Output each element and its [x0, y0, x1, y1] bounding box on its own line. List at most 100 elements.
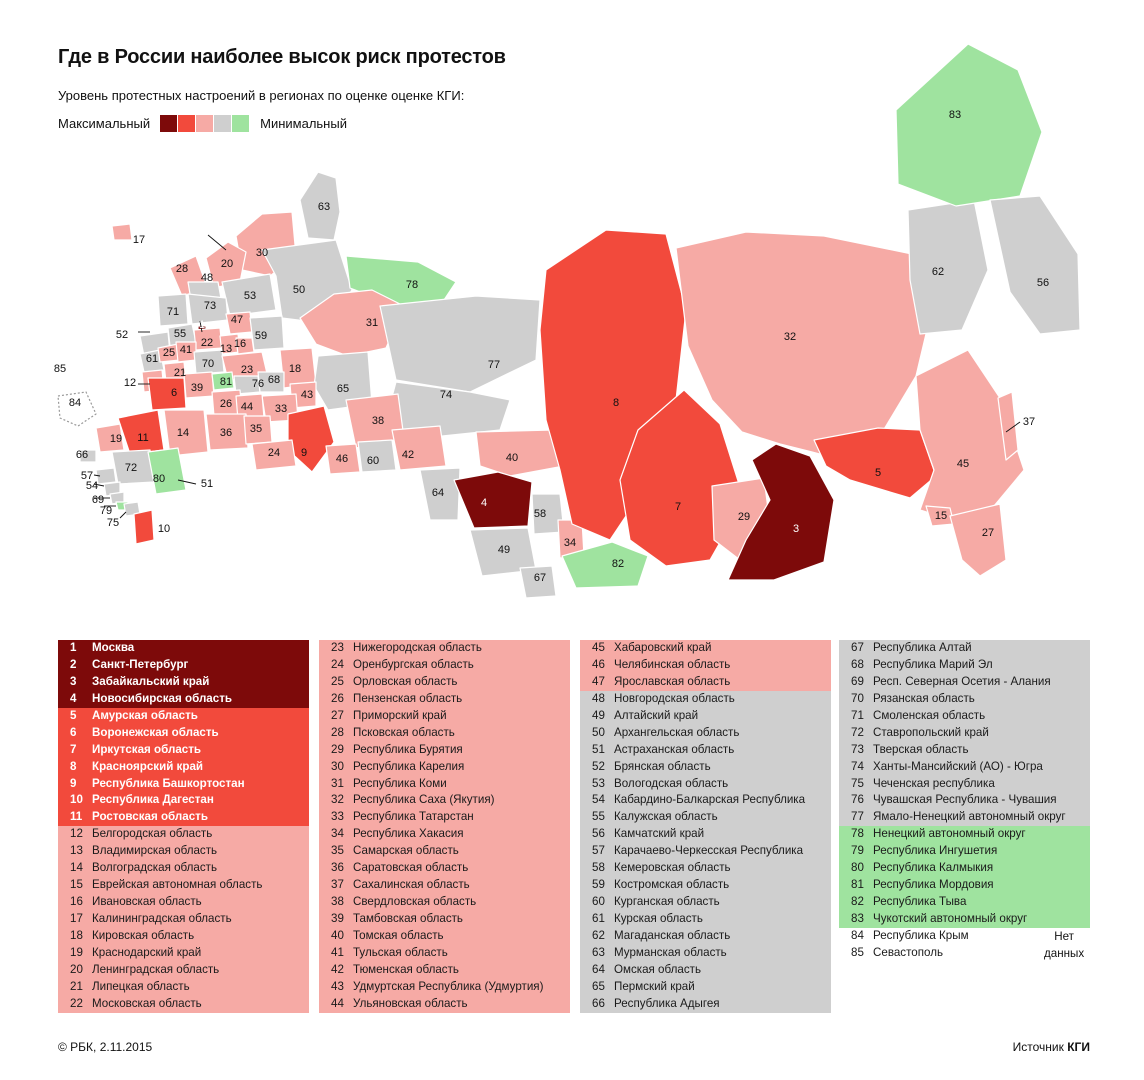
region-shape-61 [139, 349, 165, 373]
region-name: Астраханская область [614, 742, 735, 756]
map-label-51: 51 [201, 478, 213, 490]
region-name: Республика Татарстан [353, 810, 474, 824]
region-name: Калужская область [614, 810, 718, 824]
region-name: Карачаево-Черкесская Республика [614, 844, 804, 858]
region-name: Республика Адыгея [614, 996, 720, 1010]
region-row-76: 76 Чувашская Республика - Чувашия [839, 792, 1090, 810]
region-name: Ненецкий автономный округ [873, 827, 1026, 841]
region-number: 23 [331, 641, 344, 654]
region-row-24: 24 Оренбургская область [319, 656, 570, 674]
map-label-68: 68 [268, 374, 280, 386]
map-label-46: 46 [336, 453, 348, 465]
region-number: 79 [851, 844, 864, 858]
region-name: Сахалинская область [353, 878, 470, 892]
region-row-7: 7 Иркутская область [58, 741, 309, 759]
map-label-75: 75 [107, 517, 119, 529]
legend-swatch-level-3 [196, 115, 214, 132]
region-row-2: 2 Санкт-Петербург [58, 656, 309, 674]
leader-line [119, 511, 127, 519]
region-shape-70 [193, 349, 225, 375]
region-number: 46 [592, 657, 605, 671]
map-label-53: 53 [244, 290, 256, 302]
region-row-17: 17 Калининградская область [58, 911, 309, 928]
map-label-62: 62 [932, 266, 944, 278]
region-name: Тюменская область [353, 962, 459, 976]
region-row-42: 42 Тюменская область [319, 961, 570, 979]
region-row-41: 41 Тульская область [319, 944, 570, 962]
region-name: Алтайский край [614, 708, 699, 722]
region-number: 58 [592, 861, 605, 875]
region-number: 42 [331, 962, 344, 976]
region-number: 24 [331, 657, 344, 671]
region-row-73: 73 Тверская область [839, 741, 1090, 759]
region-number: 71 [851, 708, 864, 722]
region-row-72: 72 Ставропольский край [839, 724, 1090, 742]
region-name: Ханты-Мансийский (АО) - Югра [873, 759, 1043, 773]
region-number: 9 [70, 776, 77, 790]
region-name: Саратовская область [353, 861, 469, 875]
region-row-33: 33 Республика Татарстан [319, 809, 570, 827]
region-number: 5 [70, 708, 77, 722]
map-label-41: 41 [180, 344, 192, 356]
region-row-28: 28 Псковская область [319, 724, 570, 742]
region-number: 35 [331, 844, 344, 858]
legend-swatch-level-1 [160, 115, 178, 132]
region-row-85: 85 Севастополь [839, 944, 1090, 962]
map-label-7: 7 [675, 501, 681, 513]
region-name: Чеченская республика [873, 776, 995, 790]
region-name: Тульская область [353, 945, 448, 959]
region-row-68: 68 Республика Марий Эл [839, 656, 1090, 674]
region-name: Республика Ингушетия [873, 844, 998, 858]
region-number: 85 [851, 945, 864, 959]
region-row-26: 26 Пензенская область [319, 690, 570, 708]
region-name: Республика Башкортостан [92, 776, 245, 790]
region-name: Белгородская область [92, 827, 213, 841]
region-row-84: 84 Республика Крым [839, 927, 1090, 945]
region-name: Республика Тыва [873, 895, 967, 909]
region-row-71: 71 Смоленская область [839, 707, 1090, 725]
region-name: Ставропольский край [873, 725, 989, 739]
region-number: 43 [331, 979, 344, 993]
region-number: 66 [592, 996, 605, 1010]
map-label-2: 2 [204, 224, 210, 236]
region-row-70: 70 Рязанская область [839, 690, 1090, 708]
region-name: Оренбургская область [353, 657, 474, 671]
region-table-column-3: 45 Хабаровский край 46 Челябинская область 4… [580, 640, 831, 1013]
region-row-58: 58 Кемеровская область [580, 860, 831, 878]
region-number: 63 [592, 945, 605, 959]
region-row-38: 38 Свердловская область [319, 894, 570, 911]
region-number: 81 [851, 878, 864, 892]
map-label-36: 36 [220, 427, 232, 439]
region-row-59: 59 Костромская область [580, 877, 831, 895]
map-label-20: 20 [221, 258, 233, 270]
region-number: 11 [70, 810, 83, 824]
region-row-10: 10 Республика Дагестан [58, 792, 309, 810]
region-shape-68 [257, 371, 285, 393]
region-number: 28 [331, 725, 344, 739]
region-row-3: 3 Забайкальский край [58, 673, 309, 691]
map-label-83: 83 [949, 109, 961, 121]
region-name: Ивановская область [92, 895, 202, 909]
region-name: Республика Дагестан [92, 793, 214, 807]
region-number: 40 [331, 928, 344, 942]
map-label-42: 42 [402, 449, 414, 461]
region-number: 25 [331, 674, 344, 688]
region-row-37: 37 Сахалинская область [319, 877, 570, 895]
map-label-31: 31 [366, 317, 378, 329]
region-number: 84 [851, 928, 864, 942]
region-shape-14 [163, 409, 209, 457]
color-legend: Максимальный Минимальный [58, 115, 347, 132]
region-number: 80 [851, 861, 864, 875]
region-row-9: 9 Республика Башкортостан [58, 775, 309, 793]
region-number: 37 [331, 878, 344, 892]
region-row-32: 32 Республика Саха (Якутия) [319, 792, 570, 810]
region-row-39: 39 Тамбовская область [319, 911, 570, 928]
map-label-65: 65 [337, 383, 349, 395]
region-name: Орловская область [353, 674, 458, 688]
region-row-29: 29 Республика Бурятия [319, 741, 570, 759]
map-label-22: 22 [201, 337, 213, 349]
region-number: 82 [851, 895, 864, 909]
region-name: Еврейская автономная область [92, 878, 263, 892]
region-name: Респ. Северная Осетия - Алания [873, 674, 1051, 688]
region-number: 19 [70, 945, 83, 959]
